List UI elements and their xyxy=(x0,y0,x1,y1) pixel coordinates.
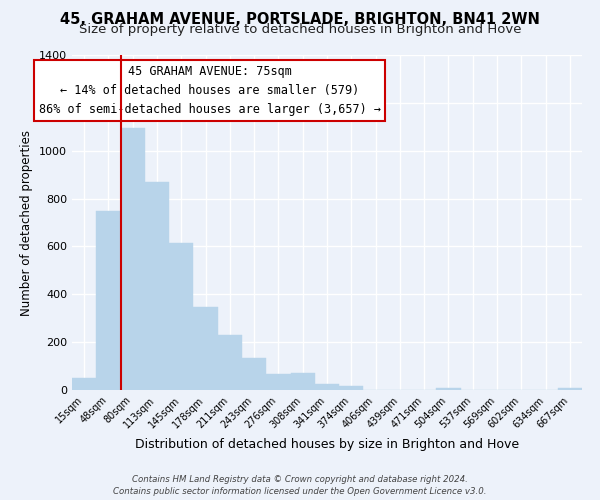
Text: 45, GRAHAM AVENUE, PORTSLADE, BRIGHTON, BN41 2WN: 45, GRAHAM AVENUE, PORTSLADE, BRIGHTON, … xyxy=(60,12,540,28)
Bar xyxy=(169,243,193,390)
Bar xyxy=(218,336,242,390)
Bar xyxy=(96,210,121,390)
Text: 45 GRAHAM AVENUE: 75sqm
← 14% of detached houses are smaller (579)
86% of semi-d: 45 GRAHAM AVENUE: 75sqm ← 14% of detache… xyxy=(39,65,381,116)
Bar xyxy=(339,386,364,390)
Bar xyxy=(290,373,315,390)
Bar xyxy=(266,374,290,390)
Bar xyxy=(145,182,169,390)
Bar xyxy=(558,388,582,390)
Bar xyxy=(193,306,218,390)
Bar xyxy=(315,384,339,390)
Bar xyxy=(242,358,266,390)
Text: Contains HM Land Registry data © Crown copyright and database right 2024.
Contai: Contains HM Land Registry data © Crown c… xyxy=(113,474,487,496)
Text: Size of property relative to detached houses in Brighton and Hove: Size of property relative to detached ho… xyxy=(79,22,521,36)
X-axis label: Distribution of detached houses by size in Brighton and Hove: Distribution of detached houses by size … xyxy=(135,438,519,451)
Bar xyxy=(436,388,461,390)
Bar xyxy=(72,378,96,390)
Y-axis label: Number of detached properties: Number of detached properties xyxy=(20,130,34,316)
Bar xyxy=(121,128,145,390)
